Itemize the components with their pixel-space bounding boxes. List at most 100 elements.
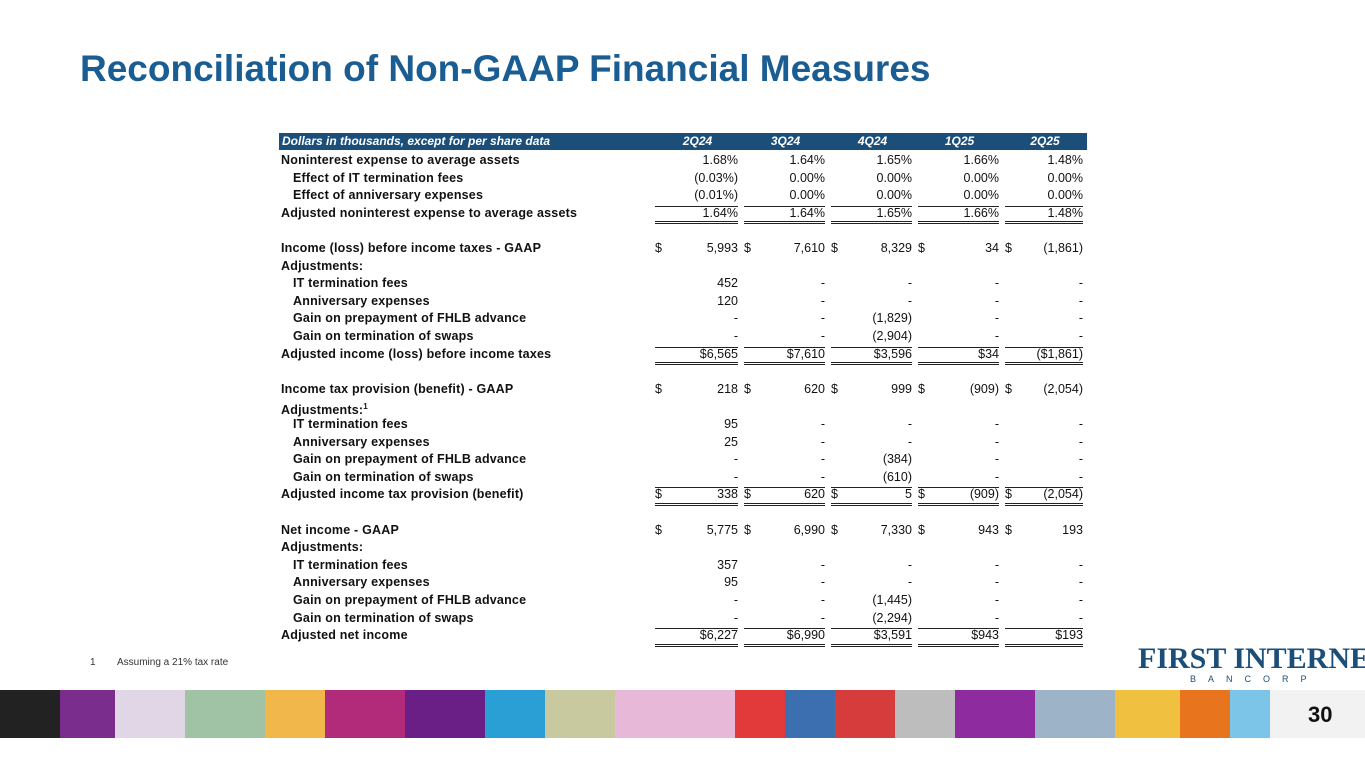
table-cell: (2,054) xyxy=(1043,381,1083,396)
table-cell: 25 xyxy=(724,434,738,449)
table-cell: $3,591 xyxy=(873,628,912,643)
total-double-rule xyxy=(1005,362,1083,366)
table-cell: 1.64% xyxy=(789,205,825,220)
table-cell: 0.00% xyxy=(789,170,825,185)
table-header-period: 2Q24 xyxy=(682,134,713,148)
table-cell: - xyxy=(994,575,999,590)
table-cell: $7,610 xyxy=(786,346,825,361)
table-cell: $6,565 xyxy=(699,346,738,361)
table-cell: $943 xyxy=(971,628,999,643)
currency-sign: $ xyxy=(918,381,925,396)
table-cell: - xyxy=(994,311,999,326)
total-double-rule xyxy=(1005,643,1083,647)
table-cell: (1,829) xyxy=(872,311,912,326)
subtotal-rule xyxy=(655,487,738,489)
currency-sign: $ xyxy=(831,487,838,502)
currency-sign: $ xyxy=(1005,487,1012,502)
currency-sign: $ xyxy=(655,522,662,537)
currency-sign: $ xyxy=(831,381,838,396)
currency-sign: $ xyxy=(831,522,838,537)
table-cell: 0.00% xyxy=(876,188,912,203)
table-cell: 6,990 xyxy=(793,522,825,537)
table-cell: - xyxy=(1078,276,1083,291)
total-double-rule xyxy=(744,643,825,647)
table-cell: $6,227 xyxy=(699,628,738,643)
table-cell: - xyxy=(907,557,912,572)
table-header-period: 1Q25 xyxy=(944,134,975,148)
table-cell: (909) xyxy=(969,487,999,502)
table-cell: $3,596 xyxy=(873,346,912,361)
table-cell: ($1,861) xyxy=(1036,346,1083,361)
currency-sign: $ xyxy=(744,241,751,255)
table-cell: (1,861) xyxy=(1043,241,1083,255)
total-double-rule xyxy=(655,221,738,225)
subtotal-rule xyxy=(918,628,999,630)
table-cell: (0.03%) xyxy=(694,170,738,185)
subtotal-rule xyxy=(1005,346,1083,348)
total-double-rule xyxy=(744,503,825,506)
row-label: Noninterest expense to average assets xyxy=(281,153,520,167)
table-cell: - xyxy=(820,434,825,449)
table-cell: 5 xyxy=(905,487,912,502)
table-cell: 7,330 xyxy=(880,522,912,537)
subtotal-rule xyxy=(918,487,999,489)
table-cell: - xyxy=(820,417,825,431)
subtotal-rule xyxy=(1005,205,1083,207)
subtotal-rule xyxy=(831,628,912,630)
table-cell: 193 xyxy=(1062,522,1083,537)
currency-sign: $ xyxy=(744,522,751,537)
total-double-rule xyxy=(744,221,825,225)
currency-sign: $ xyxy=(1005,241,1012,255)
footnote-mark: 1 xyxy=(90,657,96,668)
table-cell: 1.48% xyxy=(1047,205,1083,220)
row-label: Gain on prepayment of FHLB advance xyxy=(293,452,527,467)
table-cell: - xyxy=(1078,293,1083,308)
table-cell: - xyxy=(994,610,999,625)
table-cell: - xyxy=(994,593,999,607)
currency-sign: $ xyxy=(744,381,751,396)
subtotal-rule xyxy=(744,487,825,489)
table-cell: (2,054) xyxy=(1043,487,1083,502)
table-cell: (2,294) xyxy=(872,610,912,625)
table-cell: - xyxy=(907,417,912,431)
table-cell: - xyxy=(994,469,999,484)
table-cell: 1.64% xyxy=(789,153,825,167)
subtotal-rule xyxy=(655,205,738,207)
table-cell: - xyxy=(994,452,999,467)
table-header-period: 4Q24 xyxy=(857,134,888,148)
slide-title: Reconciliation of Non-GAAP Financial Mea… xyxy=(80,48,931,89)
table-cell: 1.48% xyxy=(1047,153,1083,167)
row-label: Anniversary expenses xyxy=(293,434,430,449)
table-header-bar xyxy=(279,133,1087,150)
table-cell: (384) xyxy=(882,452,912,467)
row-label: Adjusted noninterest expense to average … xyxy=(281,205,578,220)
table-header-period: 3Q24 xyxy=(770,134,801,148)
table-header-period: 2Q25 xyxy=(1030,134,1060,148)
table-cell: $6,990 xyxy=(786,628,825,643)
total-double-rule xyxy=(655,503,738,506)
table-cell: - xyxy=(1078,417,1083,431)
row-label: Effect of anniversary expenses xyxy=(293,188,484,203)
row-label: Gain on prepayment of FHLB advance xyxy=(293,593,527,607)
table-cell: - xyxy=(907,575,912,590)
currency-sign: $ xyxy=(918,241,925,255)
currency-sign: $ xyxy=(655,241,662,255)
table-cell: - xyxy=(820,610,825,625)
total-double-rule xyxy=(831,503,912,506)
table-cell: - xyxy=(1078,452,1083,467)
subtotal-rule xyxy=(831,346,912,348)
table-cell: 7,610 xyxy=(793,241,825,255)
table-cell: 1.68% xyxy=(702,153,738,167)
row-label: Adjusted net income xyxy=(281,628,408,643)
table-cell: - xyxy=(820,311,825,326)
subtotal-rule xyxy=(655,628,738,630)
logo-sub: BANCORP xyxy=(1190,674,1319,684)
table-cell: 0.00% xyxy=(963,188,999,203)
table-cell: 95 xyxy=(724,417,738,431)
table-cell: - xyxy=(994,276,999,291)
subtotal-rule xyxy=(831,487,912,489)
currency-sign: $ xyxy=(918,487,925,502)
table-cell: - xyxy=(994,557,999,572)
table-cell: (610) xyxy=(882,469,912,484)
row-label: Income (loss) before income taxes - GAAP xyxy=(281,241,542,255)
